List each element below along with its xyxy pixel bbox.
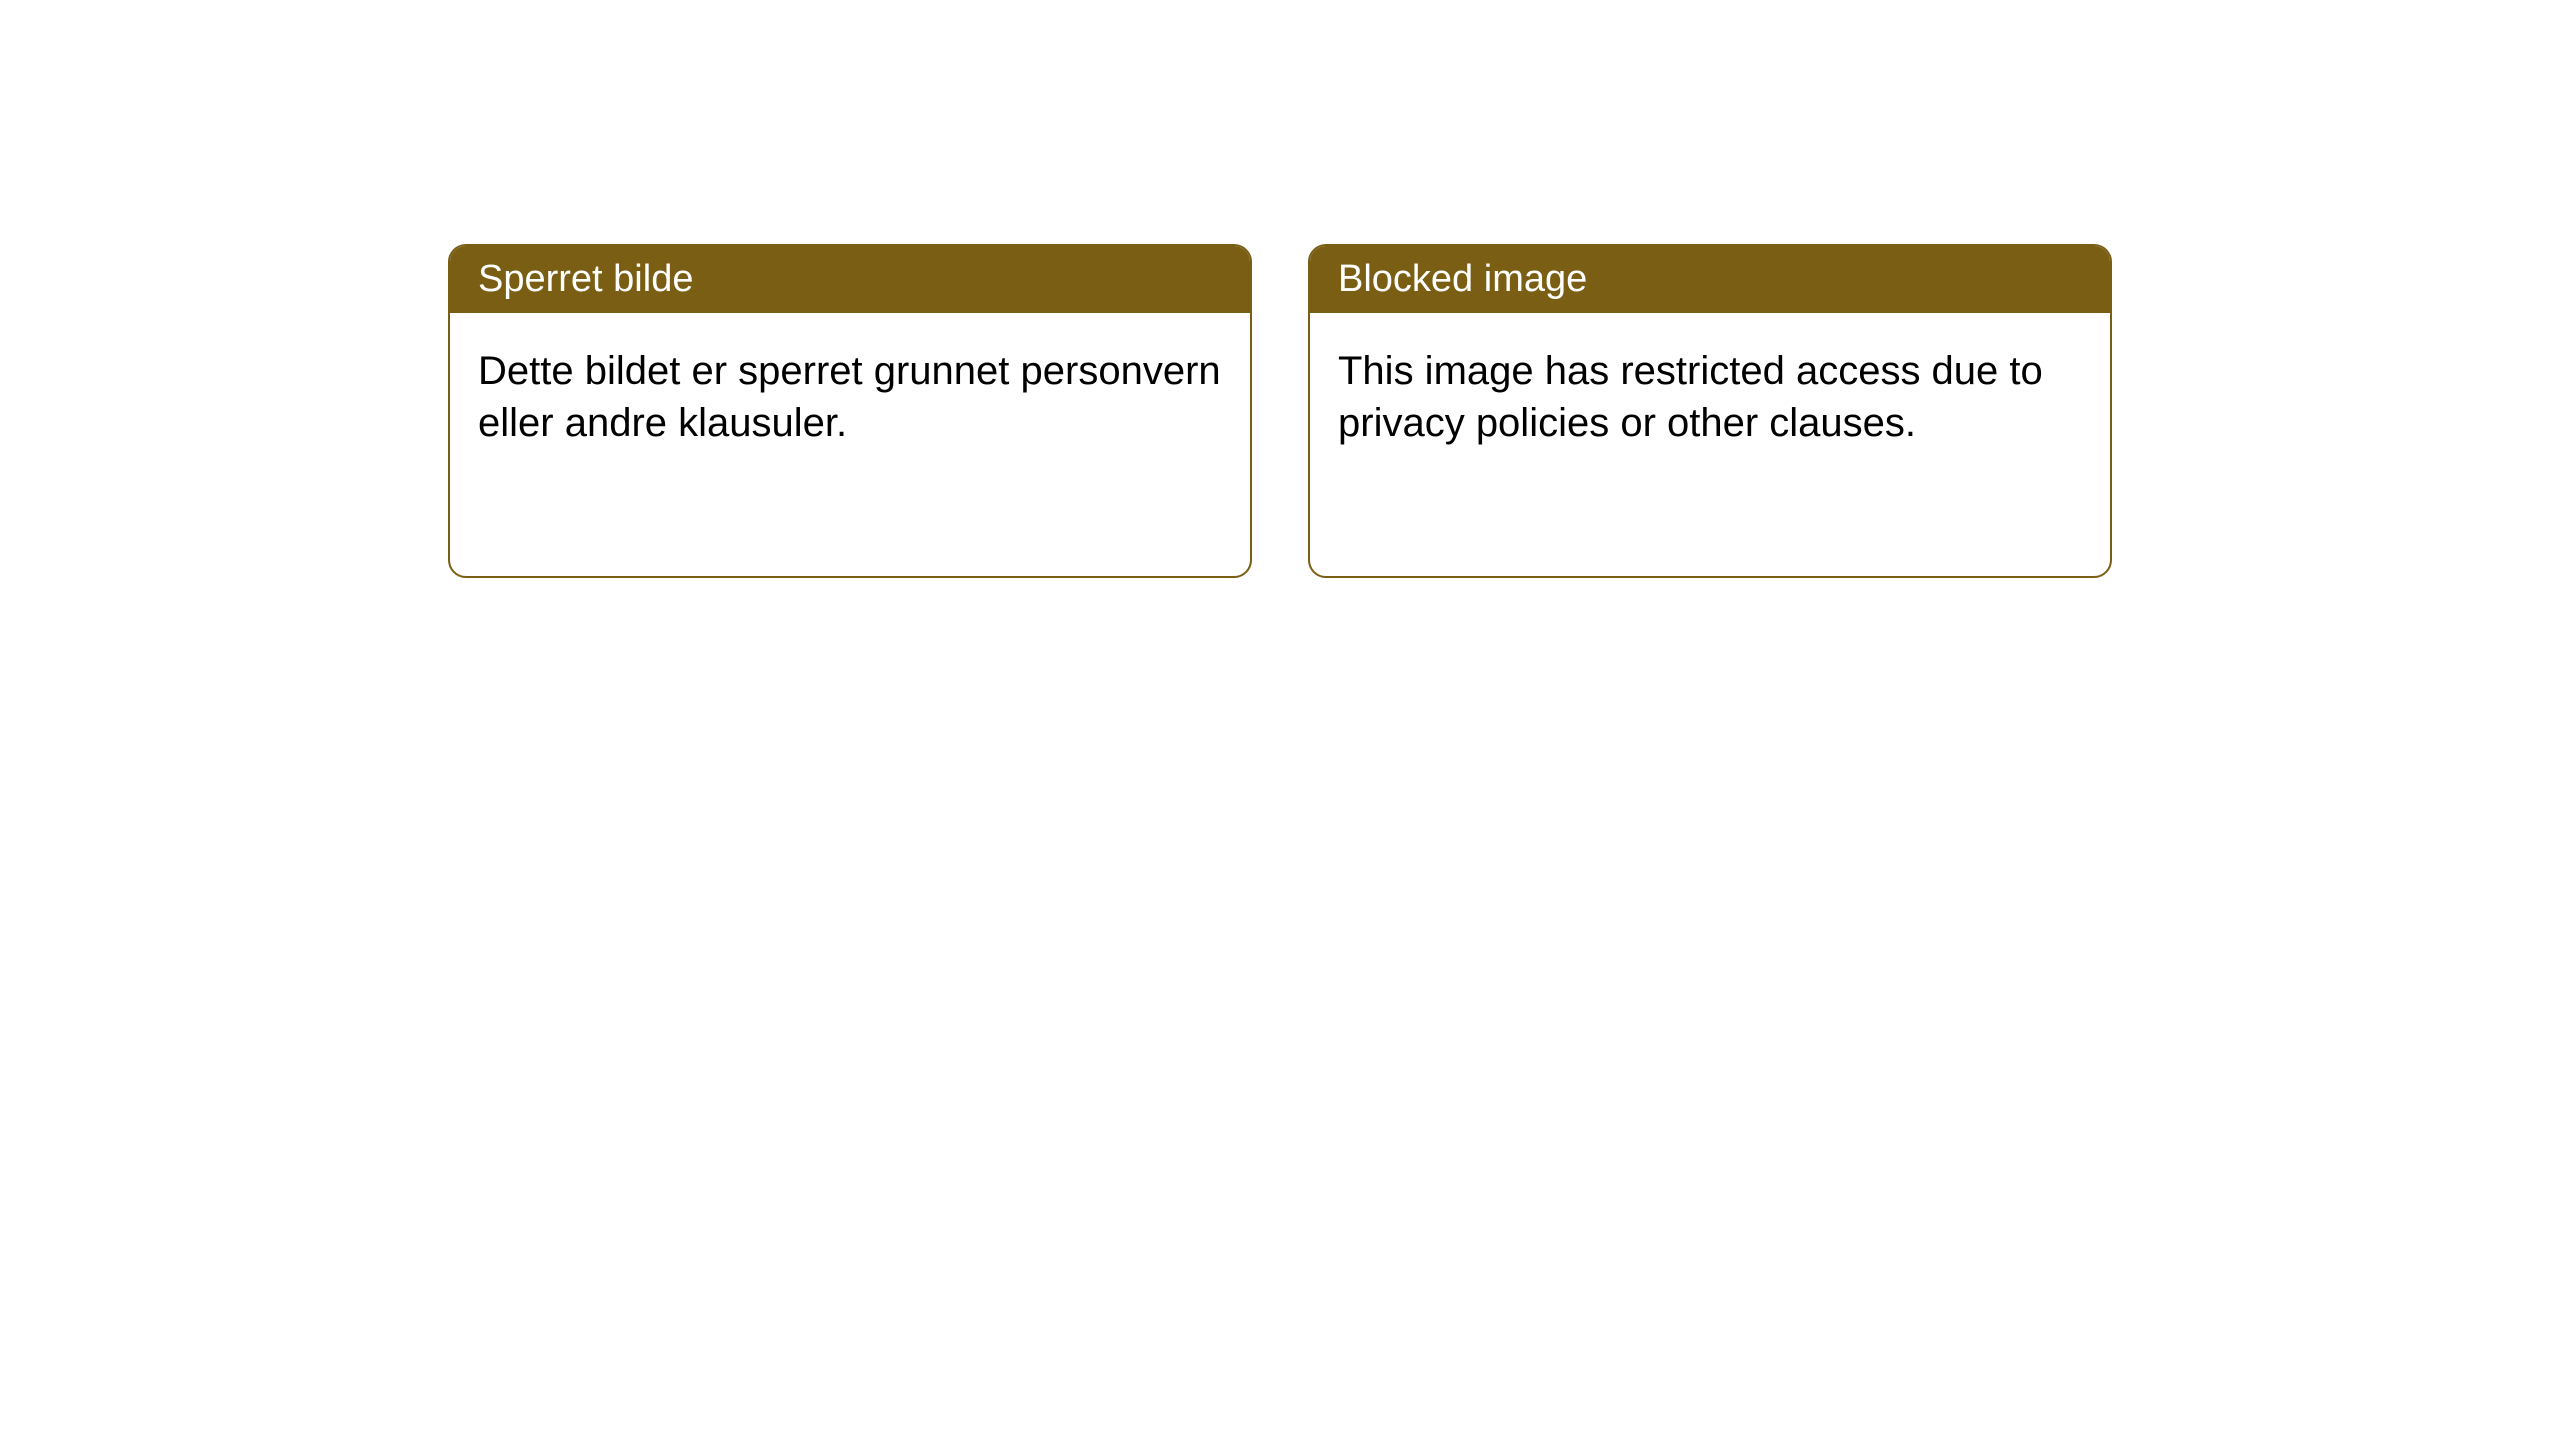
notice-card-no: Sperret bilde Dette bildet er sperret gr… <box>448 244 1252 578</box>
card-body-no: Dette bildet er sperret grunnet personve… <box>450 313 1250 481</box>
notice-card-en: Blocked image This image has restricted … <box>1308 244 2112 578</box>
card-body-en: This image has restricted access due to … <box>1310 313 2110 481</box>
notice-container: Sperret bilde Dette bildet er sperret gr… <box>448 244 2112 578</box>
card-header-no: Sperret bilde <box>450 246 1250 313</box>
card-header-en: Blocked image <box>1310 246 2110 313</box>
